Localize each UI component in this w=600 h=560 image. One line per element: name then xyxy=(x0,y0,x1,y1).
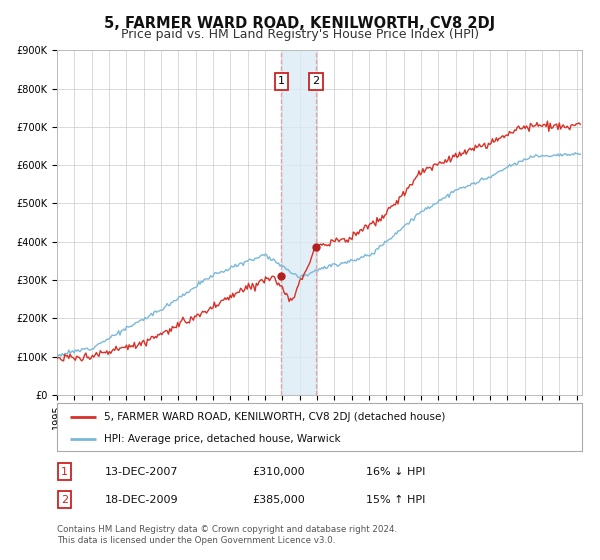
Text: 5, FARMER WARD ROAD, KENILWORTH, CV8 2DJ: 5, FARMER WARD ROAD, KENILWORTH, CV8 2DJ xyxy=(104,16,496,31)
Text: £310,000: £310,000 xyxy=(252,466,305,477)
Text: 2: 2 xyxy=(61,494,68,505)
Text: 5, FARMER WARD ROAD, KENILWORTH, CV8 2DJ (detached house): 5, FARMER WARD ROAD, KENILWORTH, CV8 2DJ… xyxy=(104,413,446,422)
Text: 15% ↑ HPI: 15% ↑ HPI xyxy=(366,494,425,505)
Text: Contains HM Land Registry data © Crown copyright and database right 2024.
This d: Contains HM Land Registry data © Crown c… xyxy=(57,525,397,545)
Text: HPI: Average price, detached house, Warwick: HPI: Average price, detached house, Warw… xyxy=(104,434,341,444)
Text: 1: 1 xyxy=(61,466,68,477)
Text: 16% ↓ HPI: 16% ↓ HPI xyxy=(366,466,425,477)
Text: 13-DEC-2007: 13-DEC-2007 xyxy=(105,466,179,477)
Text: 2: 2 xyxy=(313,76,320,86)
Text: 1: 1 xyxy=(278,76,285,86)
Bar xyxy=(281,50,316,395)
Text: Price paid vs. HM Land Registry's House Price Index (HPI): Price paid vs. HM Land Registry's House … xyxy=(121,28,479,41)
Text: 18-DEC-2009: 18-DEC-2009 xyxy=(105,494,179,505)
Text: £385,000: £385,000 xyxy=(252,494,305,505)
